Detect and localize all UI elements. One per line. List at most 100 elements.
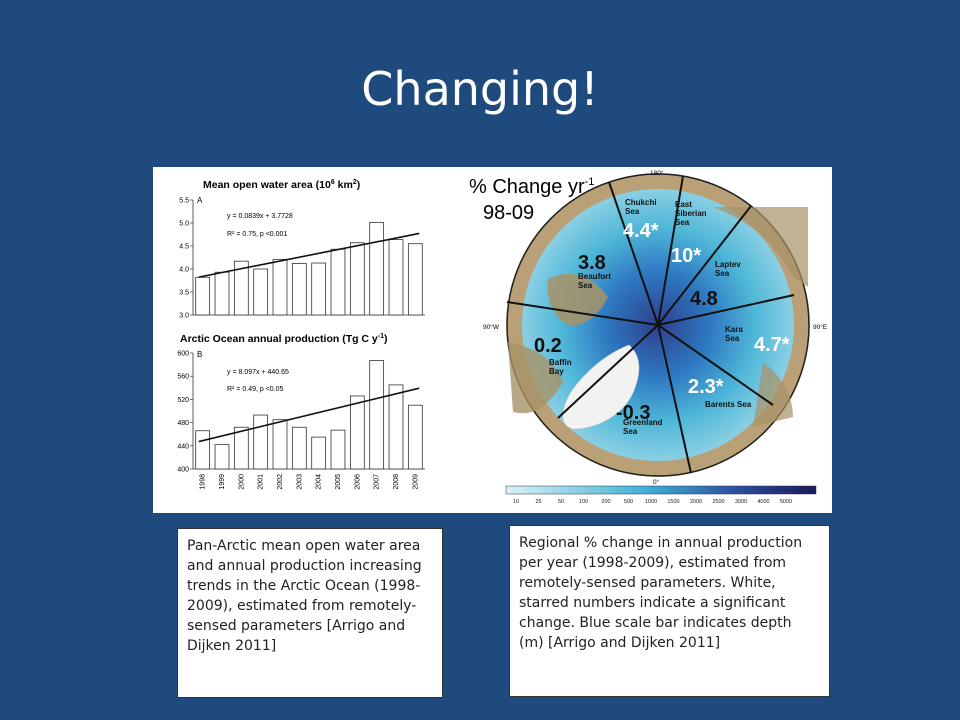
chart-b-bar-2000 [233,426,249,470]
chart-a-bar-2002 [272,258,288,316]
chart-annual-production: Arctic Ocean annual production (Tg C y-1… [177,333,425,490]
depth-scale-label-25: 25 [535,499,541,505]
chart-b-bar-2001 [253,414,269,470]
chart-a-ytick-label: 3.0 [179,313,189,320]
chart-b-bar-2009 [407,404,423,470]
map-land-scandinavia [753,362,793,427]
map-land-baffin [508,342,563,414]
map-sector-lines [506,175,795,474]
figure-svg: Mean open water area (106 km2) A y = 0.0… [177,169,828,505]
chart-a-bar-2003 [291,263,307,316]
region-value-greenland: -0.3 [616,402,650,424]
depth-scale-label-4000: 4000 [757,499,769,505]
region-value-east-siberian: 10* [671,245,701,267]
chart-b-panel-label: B [197,350,202,359]
depth-scale-label-2500: 2500 [712,499,724,505]
chart-b-bar-2008 [388,384,404,470]
chart-a-bar-2001 [253,268,269,316]
chart-a-equation: y = 0.0839x + 3.7728 [227,213,293,220]
region-name-baffin: Baffin Bay [549,358,572,376]
chart-b-xtick-label: 2005 [335,474,342,490]
region-value-beaufort: 3.8 [578,252,606,274]
depth-scale-label-1000: 1000 [645,499,657,505]
arctic-map: 180° 90°W 90°E 0° % Change yr-1 98-09 Ch… [469,169,828,505]
depth-scale-labels: 10 25 50 100 200 500 1000 1500 2000 2500 3000 4000 5… [513,499,792,505]
region-name-greenland: Greenland Sea [623,418,663,436]
region-value-kara: 4.7* [754,334,790,356]
region-value-baffin: 0.2 [534,335,562,357]
region-names: Chukchi Sea East Siberian Sea Laptev Sea Bea… [549,198,752,436]
chart-b-xtick-label: 2002 [277,474,284,490]
depth-scale-label-1500: 1500 [667,499,679,505]
map-outer-circle [506,173,810,477]
chart-b-bar-2002 [272,419,288,470]
region-name-beaufort: Beaufort Sea [578,272,611,290]
map-land-siberia [713,207,808,287]
chart-a-ytick-label: 3.5 [179,290,189,297]
depth-scale-bar [505,485,817,495]
chart-a-bar-2006 [349,242,365,316]
chart-b-xtick-label: 2000 [238,474,245,490]
chart-b-ytick-label: 520 [177,397,189,404]
chart-a-ytick-label: 4.0 [179,267,189,274]
region-value-barents: 2.3* [688,376,724,398]
map-land-canada [547,273,608,326]
chart-b-xtick-label: 2007 [374,474,381,490]
chart-b-xtick-label: 1998 [200,474,207,490]
region-value-laptev: 4.8 [690,288,718,310]
chart-b-bar-2004 [311,436,327,470]
chart-a-ytick-label: 5.0 [179,221,189,228]
chart-b-xtick-label: 2004 [316,474,323,490]
chart-a-title: Mean open water area (106 km2) [203,179,360,191]
depth-scale-label-2000: 2000 [690,499,702,505]
chart-b-bar-1998 [195,430,211,470]
chart-b-trend-line [198,387,420,443]
chart-b-xtick-label: 2001 [258,474,265,490]
chart-a-ytick-label: 5.5 [179,198,189,205]
depth-scale-label-5000: 5000 [780,499,792,505]
caption-right: Regional % change in annual production p… [509,525,830,697]
chart-b-axes: 400 440 480 520 560 600 1998 1999 2000 2001 2002 20… [177,351,425,490]
chart-a-bar-1999 [214,271,230,316]
chart-a-bar-2004 [311,262,327,316]
chart-b-xtick-label: 2008 [393,474,400,490]
chart-a-bar-2007 [369,222,385,316]
chart-b-ytick-label: 480 [177,420,189,427]
chart-a-bar-2008 [388,239,404,316]
chart-b-xtick-label: 2003 [296,474,303,490]
chart-b-equation: y = 8.097x + 440.65 [227,369,289,376]
chart-a-ytick-label: 4.5 [179,244,189,251]
chart-open-water-area: Mean open water area (106 km2) A y = 0.0… [179,179,425,320]
depth-scale-label-200: 200 [601,499,610,505]
compass-180: 180° [650,169,664,177]
chart-a-bar-1998 [195,276,211,316]
figure-panel: Mean open water area (106 km2) A y = 0.0… [153,167,832,513]
chart-b-ytick-label: 600 [177,351,189,358]
chart-b-ytick-label: 400 [177,467,189,474]
chart-b-ytick-label: 440 [177,443,189,450]
chart-a-panel-label: A [197,196,203,205]
depth-scale-label-500: 500 [624,499,633,505]
chart-b-xtick-label: 2006 [354,474,361,490]
compass-90e: 90°E [813,323,828,331]
chart-a-bar-2009 [407,243,423,316]
chart-a-stats: R² = 0.75, p <0.001 [227,231,287,238]
caption-left: Pan-Arctic mean open water area and annu… [177,528,443,698]
map-period: 98-09 [483,202,534,224]
region-name-chukchi: Chukchi Sea [625,198,657,216]
chart-a-bar-2005 [330,248,346,316]
region-values: 4.4* 10* 4.8 3.8 4.7* 0.2 2.3* -0.3 [534,220,790,424]
region-name-east-siberian: East Siberian Sea [675,200,707,227]
chart-b-bar-2003 [291,426,307,470]
compass-0: 0° [653,478,660,486]
chart-b-xtick-label: 2009 [412,474,419,490]
region-name-barents: Barents Sea [705,400,752,409]
chart-b-bar-1999 [214,444,230,470]
chart-b-xtick-label: 1999 [219,474,226,490]
chart-b-ytick-label: 560 [177,374,189,381]
chart-b-stats: R² = 0.49, p <0.05 [227,386,284,393]
compass-90w: 90°W [483,323,500,331]
chart-a-bar-2000 [233,260,249,316]
chart-b-bar-2007 [369,360,385,470]
region-value-chukchi: 4.4* [623,220,659,242]
